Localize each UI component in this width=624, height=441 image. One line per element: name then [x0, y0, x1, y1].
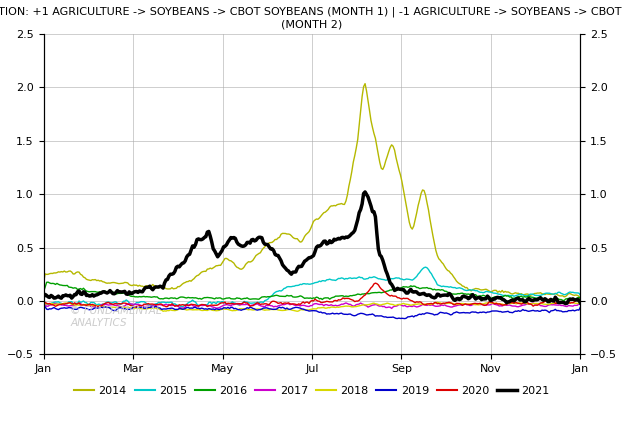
2014 [254, 252, 261, 257]
Line: 2021: 2021 [44, 192, 580, 303]
2019 [254, 307, 261, 313]
2017 [254, 301, 261, 306]
2021 [187, 247, 195, 253]
Line: 2020: 2020 [44, 283, 580, 307]
2016 [560, 298, 568, 303]
2018 [187, 307, 195, 312]
2021 [577, 300, 584, 306]
2018 [154, 306, 161, 312]
2014 [361, 81, 369, 86]
2019 [40, 303, 47, 308]
2017 [388, 306, 396, 311]
2014 [187, 279, 195, 284]
2014 [553, 292, 560, 297]
2021 [361, 189, 369, 194]
2018 [293, 309, 301, 314]
2016 [40, 289, 47, 294]
2020 [154, 302, 161, 307]
2020 [577, 299, 584, 304]
2016 [258, 294, 266, 299]
2015 [189, 297, 197, 303]
2020 [189, 302, 197, 307]
2018 [40, 300, 47, 306]
2021 [562, 301, 569, 306]
2020 [40, 299, 47, 304]
Line: 2014: 2014 [44, 84, 580, 299]
2017 [577, 300, 584, 305]
Line: 2018: 2018 [44, 302, 580, 311]
2016 [577, 295, 584, 301]
2018 [555, 301, 562, 306]
2020 [162, 304, 170, 310]
2019 [154, 304, 161, 310]
Title: CONTINUATION: +1 AGRICULTURE -> SOYBEANS -> CBOT SOYBEANS (MONTH 1) | -1 AGRICUL: CONTINUATION: +1 AGRICULTURE -> SOYBEANS… [0, 7, 624, 29]
2019 [256, 307, 264, 312]
2016 [155, 295, 162, 301]
Text: © FUNDAMENTAL
ANALYTICS: © FUNDAMENTAL ANALYTICS [71, 306, 162, 328]
2017 [502, 302, 509, 307]
2021 [254, 236, 261, 241]
2014 [40, 280, 47, 285]
2021 [154, 284, 161, 290]
2016 [553, 297, 560, 302]
2015 [422, 265, 429, 270]
2018 [434, 299, 441, 305]
2016 [44, 280, 52, 285]
2017 [256, 303, 264, 308]
2015 [555, 290, 562, 295]
2019 [502, 309, 509, 314]
2019 [577, 305, 584, 310]
2014 [154, 285, 161, 291]
2015 [178, 304, 186, 309]
2015 [577, 292, 584, 298]
2016 [255, 296, 263, 302]
2018 [503, 302, 510, 307]
2015 [154, 301, 161, 306]
2014 [577, 296, 584, 301]
2017 [187, 302, 195, 307]
2016 [189, 295, 197, 300]
2014 [502, 289, 509, 294]
Line: 2019: 2019 [44, 305, 580, 318]
2015 [40, 299, 47, 304]
Line: 2017: 2017 [44, 303, 580, 308]
2015 [255, 300, 263, 306]
2015 [258, 299, 266, 305]
2017 [154, 302, 161, 307]
2021 [553, 296, 560, 302]
Legend: 2014, 2015, 2016, 2017, 2018, 2019, 2020, 2021: 2014, 2015, 2016, 2017, 2018, 2019, 2020… [70, 381, 554, 400]
2021 [40, 294, 47, 299]
2018 [254, 306, 261, 311]
2018 [577, 300, 584, 306]
2015 [503, 293, 510, 298]
2019 [553, 308, 560, 313]
2020 [503, 302, 510, 307]
2016 [502, 293, 509, 298]
Line: 2015: 2015 [44, 267, 580, 306]
2021 [256, 235, 264, 240]
2014 [256, 250, 264, 255]
2019 [187, 305, 195, 310]
2020 [372, 280, 379, 286]
2017 [40, 302, 47, 307]
2018 [256, 306, 264, 312]
2020 [255, 301, 263, 306]
2021 [502, 298, 509, 303]
2017 [553, 303, 560, 308]
2019 [401, 316, 409, 321]
2020 [258, 301, 266, 306]
2020 [555, 300, 562, 305]
Line: 2016: 2016 [44, 282, 580, 301]
